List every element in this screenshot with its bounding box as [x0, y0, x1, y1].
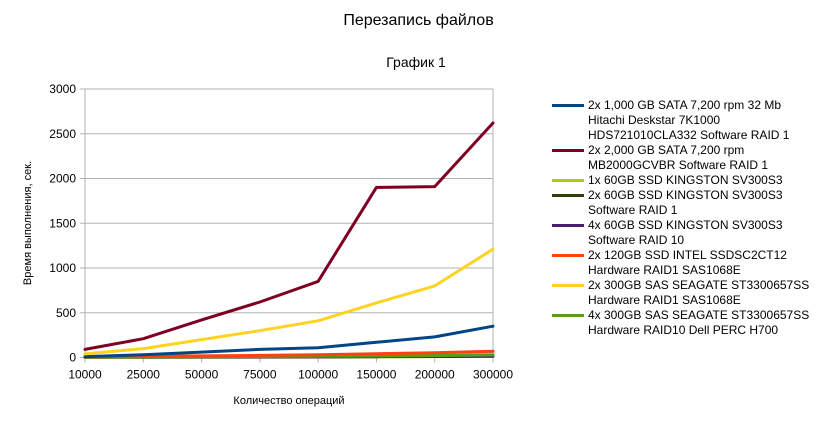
legend-swatch-icon: [552, 314, 584, 317]
x-tick-label: 300000: [473, 368, 513, 382]
x-tick-label: 10000: [68, 368, 102, 382]
legend-item: 2x 300GB SAS SEAGATE ST3300657SS Hardwar…: [552, 278, 837, 308]
x-tick-label: 100000: [298, 368, 338, 382]
legend-item: 2x 60GB SSD KINGSTON SV300S3 Software RA…: [552, 188, 837, 218]
y-tick-label: 0: [69, 351, 76, 365]
axes: [84, 89, 494, 363]
legend-item: 1x 60GB SSD KINGSTON SV300S3: [552, 173, 837, 188]
y-tick-label: 2500: [49, 127, 76, 141]
legend-swatch-icon: [552, 194, 584, 197]
legend-swatch-icon: [552, 104, 584, 107]
x-tick-label: 150000: [356, 368, 396, 382]
series-line: [83, 247, 495, 356]
x-tick-label: 50000: [185, 368, 219, 382]
x-tick-labels: 10000 25000 50000 75000 100000 150000 200000 30…: [68, 368, 513, 382]
legend-swatch-icon: [552, 284, 584, 287]
y-tick-label: 1000: [49, 261, 76, 275]
legend-item: 2x 2,000 GB SATA 7,200 rpm MB2000GCVBR S…: [552, 143, 837, 173]
y-tick-label: 1500: [49, 216, 76, 230]
legend-item: 2x 1,000 GB SATA 7,200 rpm 32 Mb Hitachi…: [552, 98, 837, 143]
chart-subtitle: График 1: [386, 54, 446, 70]
legend-label: 2x 1,000 GB SATA 7,200 rpm 32 Mb Hitachi…: [588, 98, 790, 142]
series-lines: [83, 121, 495, 359]
series-line: [83, 324, 495, 359]
legend-item: 2x 120GB SSD INTEL SSDSC2CT12 Hardware R…: [552, 248, 837, 278]
legend-label: 1x 60GB SSD KINGSTON SV300S3: [588, 173, 783, 187]
legend-item: 4x 300GB SAS SEAGATE ST3300657SS Hardwar…: [552, 308, 837, 338]
y-tick-labels: 0 500 1000 1500 2000 2500 3000: [49, 82, 76, 365]
legend-label: 2x 300GB SAS SEAGATE ST3300657SS Hardwar…: [588, 278, 810, 307]
legend-swatch-icon: [552, 254, 584, 257]
x-tick-label: 25000: [127, 368, 161, 382]
legend-label: 2x 2,000 GB SATA 7,200 rpm MB2000GCVBR S…: [588, 143, 769, 172]
legend-label: 2x 120GB SSD INTEL SSDSC2CT12 Hardware R…: [588, 248, 787, 277]
legend-label: 4x 300GB SAS SEAGATE ST3300657SS Hardwar…: [588, 308, 810, 337]
legend: 2x 1,000 GB SATA 7,200 rpm 32 Mb Hitachi…: [552, 98, 837, 338]
chart-title: Перезапись файлов: [343, 12, 494, 29]
y-tick-label: 3000: [49, 82, 76, 96]
x-tick-label: 200000: [415, 368, 455, 382]
y-tick-label: 500: [56, 306, 76, 320]
grid-lines: [80, 88, 493, 358]
series-line: [83, 349, 495, 359]
x-tick-label: 75000: [243, 368, 277, 382]
x-axis-label: Количество операций: [233, 395, 345, 407]
legend-item: 4x 60GB SSD KINGSTON SV300S3 Software RA…: [552, 218, 837, 248]
legend-label: 2x 60GB SSD KINGSTON SV300S3 Software RA…: [588, 188, 783, 217]
y-tick-label: 2000: [49, 172, 76, 186]
legend-label: 4x 60GB SSD KINGSTON SV300S3 Software RA…: [588, 218, 783, 247]
legend-swatch-icon: [552, 149, 584, 152]
legend-swatch-icon: [552, 224, 584, 227]
series-line: [83, 121, 495, 351]
legend-swatch-icon: [552, 179, 584, 182]
